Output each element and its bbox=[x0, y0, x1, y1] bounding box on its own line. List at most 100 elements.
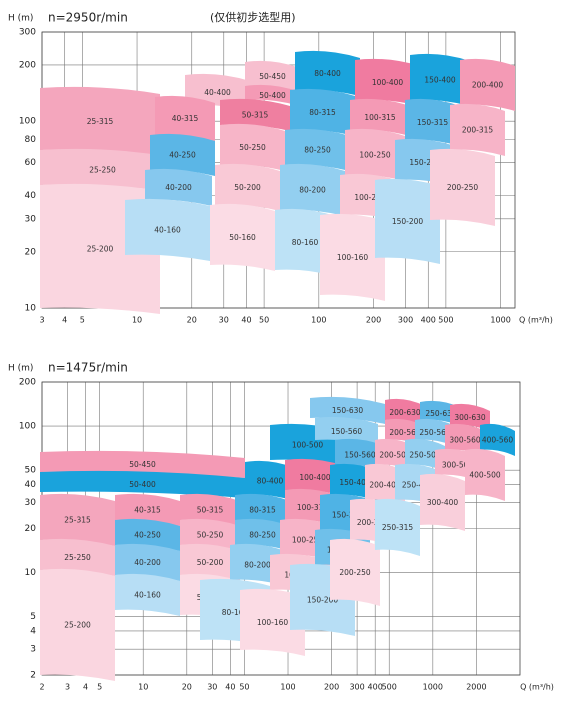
chart-title: n=1475r/min bbox=[48, 361, 128, 375]
y-tick-label: 40 bbox=[25, 480, 37, 490]
x-tick-label: 500 bbox=[382, 683, 397, 692]
zone-label: 25-200 bbox=[87, 245, 114, 254]
x-tick-label: 100 bbox=[280, 683, 295, 692]
zone-label: 400-560 bbox=[482, 436, 514, 445]
zone-label: 300-560 bbox=[449, 436, 481, 445]
zone-label: 40-250 bbox=[134, 531, 161, 540]
zone-label: 25-250 bbox=[64, 553, 91, 562]
zone bbox=[115, 518, 180, 551]
chart-subtitle: (仅供初步选型用) bbox=[210, 10, 296, 24]
zone-label: 80-160 bbox=[292, 238, 319, 247]
zone-label: 250-560 bbox=[419, 428, 451, 437]
y-tick-label: 100 bbox=[19, 117, 36, 127]
zone-label: 40-200 bbox=[134, 558, 161, 567]
zone-label: 150-400 bbox=[424, 76, 456, 85]
x-tick-label: 40 bbox=[225, 683, 235, 692]
zone-label: 50-400 bbox=[129, 480, 156, 489]
zone bbox=[460, 58, 515, 111]
x-axis-label: Q (m³/h) bbox=[519, 316, 553, 325]
zone bbox=[295, 50, 360, 96]
zone bbox=[405, 98, 460, 146]
zone bbox=[155, 95, 215, 141]
zone bbox=[410, 53, 470, 106]
zone bbox=[330, 538, 380, 606]
zone-label: 80-250 bbox=[249, 531, 276, 540]
y-tick-label: 30 bbox=[25, 214, 37, 224]
zone-label: 80-315 bbox=[309, 108, 336, 117]
zone bbox=[150, 133, 215, 176]
zone bbox=[115, 493, 180, 526]
zone-label: 150-250 bbox=[409, 158, 441, 167]
zone bbox=[315, 416, 378, 446]
x-tick-label: 3 bbox=[39, 316, 44, 325]
zone bbox=[375, 178, 440, 264]
zone bbox=[235, 518, 290, 551]
x-tick-label: 1000 bbox=[423, 683, 443, 692]
zone-label: 40-200 bbox=[165, 183, 192, 192]
zone bbox=[145, 168, 212, 206]
zone-label: 200-560 bbox=[389, 428, 421, 437]
zone bbox=[350, 98, 410, 136]
zone-label: 150-315 bbox=[417, 118, 449, 127]
x-tick-label: 30 bbox=[207, 683, 217, 692]
zone-label: 200-315 bbox=[357, 518, 389, 527]
x-tick-label: 100 bbox=[311, 316, 326, 325]
y-tick-label: 200 bbox=[19, 60, 36, 70]
zone-label: 80-400 bbox=[314, 69, 341, 78]
y-axis-label: H (m) bbox=[8, 14, 33, 24]
zone bbox=[40, 568, 115, 681]
zone-label: 100-160 bbox=[257, 618, 289, 627]
zone-label: 50-400 bbox=[259, 91, 286, 100]
zone bbox=[280, 163, 345, 216]
zone bbox=[420, 473, 465, 531]
zone-label: 100-250 bbox=[359, 151, 391, 160]
zone-label: 40-315 bbox=[172, 114, 199, 123]
y-tick-label: 60 bbox=[25, 158, 37, 168]
y-tick-label: 3 bbox=[30, 645, 36, 655]
y-tick-label: 100 bbox=[19, 422, 36, 432]
zone bbox=[125, 198, 210, 261]
zone bbox=[180, 493, 240, 526]
zone-label: 100-315 bbox=[297, 503, 329, 512]
zone bbox=[450, 103, 505, 156]
x-tick-label: 400 bbox=[421, 316, 436, 325]
zone-label: 50-160 bbox=[229, 233, 256, 242]
zone-label: 200-400 bbox=[472, 81, 504, 90]
zone-label: 25-315 bbox=[64, 516, 91, 525]
zone bbox=[245, 60, 300, 92]
x-tick-label: 2000 bbox=[466, 683, 486, 692]
zone-label: 150-560 bbox=[331, 427, 363, 436]
y-tick-label: 80 bbox=[25, 135, 37, 145]
zone bbox=[345, 128, 405, 181]
zone-label: 150-560 bbox=[344, 451, 376, 460]
zone bbox=[355, 58, 420, 106]
x-tick-label: 200 bbox=[324, 683, 339, 692]
x-tick-label: 4 bbox=[62, 316, 67, 325]
zone bbox=[445, 423, 485, 456]
zone bbox=[480, 423, 515, 456]
chart-title: n=2950r/min bbox=[48, 11, 128, 25]
x-axis-label: Q (m³/h) bbox=[520, 683, 554, 692]
y-tick-label: 200 bbox=[19, 378, 36, 388]
x-tick-label: 5 bbox=[80, 316, 85, 325]
x-tick-label: 5 bbox=[97, 683, 102, 692]
zone bbox=[40, 148, 165, 191]
x-tick-label: 300 bbox=[398, 316, 413, 325]
zone bbox=[430, 148, 495, 226]
zone-label: 50-200 bbox=[197, 558, 224, 567]
zone-label: 300-400 bbox=[427, 498, 459, 507]
zone bbox=[235, 493, 290, 526]
zone-label: 25-250 bbox=[89, 166, 116, 175]
zone-label: 100-500 bbox=[292, 441, 324, 450]
y-axis-label: H (m) bbox=[8, 364, 33, 374]
zone-label: 200-250 bbox=[447, 183, 479, 192]
zone-label: 250-500 bbox=[409, 451, 441, 460]
y-tick-label: 10 bbox=[25, 568, 37, 578]
x-tick-label: 20 bbox=[182, 683, 192, 692]
x-tick-label: 50 bbox=[259, 316, 269, 325]
zone-label: 200-315 bbox=[462, 126, 494, 135]
zone-label: 80-200 bbox=[244, 561, 271, 570]
zone-label: 150-630 bbox=[332, 406, 364, 415]
x-tick-label: 300 bbox=[349, 683, 364, 692]
zone-label: 150-200 bbox=[307, 596, 339, 605]
